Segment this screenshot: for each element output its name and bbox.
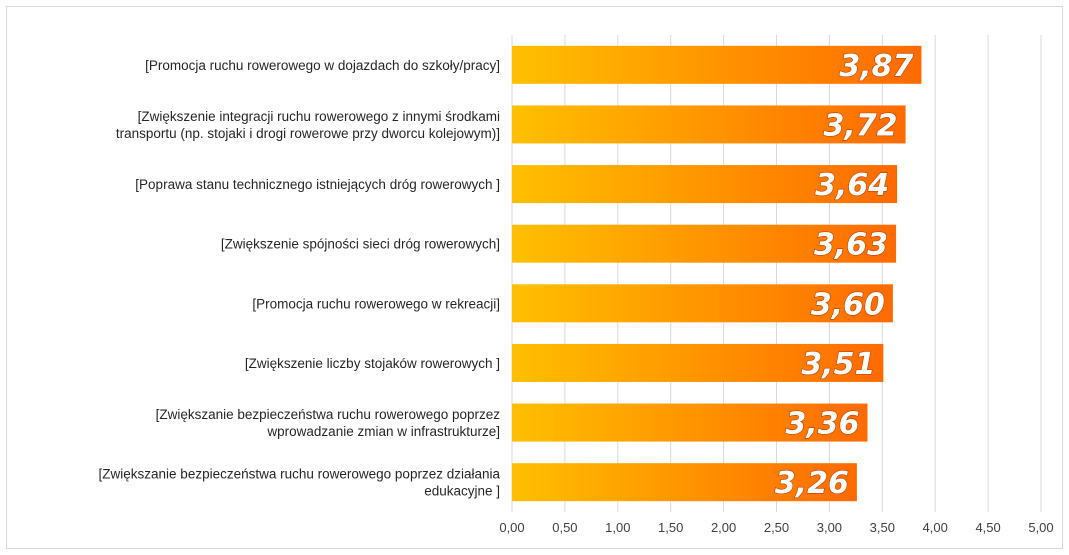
data-label: 3,36 bbox=[785, 407, 859, 442]
data-label: 3,26 bbox=[775, 466, 849, 501]
bar bbox=[512, 105, 906, 144]
category-label: [Promocja ruchu rowerowego w dojazdach d… bbox=[145, 58, 500, 73]
x-tick-label: 0,00 bbox=[499, 520, 524, 535]
x-tick-label: 5,00 bbox=[1028, 520, 1053, 535]
data-label: 3,64 bbox=[815, 168, 889, 203]
x-tick-label: 1,50 bbox=[658, 520, 683, 535]
x-tick-label: 2,50 bbox=[764, 520, 789, 535]
chart-frame bbox=[6, 6, 1063, 549]
bar bbox=[512, 165, 898, 204]
category-label: [Zwiększenie liczby stojaków rowerowych … bbox=[245, 356, 500, 371]
x-tick-label: 1,00 bbox=[605, 520, 630, 535]
x-tick-label: 0,50 bbox=[552, 520, 577, 535]
data-label: 3,63 bbox=[814, 228, 888, 263]
category-label: [Zwiększanie bezpieczeństwa ruchu rowero… bbox=[99, 467, 501, 499]
data-label: 3,51 bbox=[801, 347, 875, 382]
bar bbox=[512, 284, 893, 323]
bars bbox=[512, 45, 922, 502]
x-tick-label: 4,00 bbox=[923, 520, 948, 535]
x-tick-label: 2,00 bbox=[711, 520, 736, 535]
x-tick-label: 4,50 bbox=[975, 520, 1000, 535]
bar bbox=[512, 403, 868, 442]
data-label: 3,72 bbox=[824, 108, 898, 143]
bar bbox=[512, 45, 922, 84]
bar bbox=[512, 463, 857, 502]
category-label: [Poprawa stanu technicznego istniejących… bbox=[135, 177, 500, 192]
bar bbox=[512, 343, 884, 382]
category-label: [Promocja ruchu rowerowego w rekreacji] bbox=[252, 296, 500, 311]
category-label: [Zwiększanie bezpieczeństwa ruchu rowero… bbox=[156, 407, 501, 439]
category-label: [Zwiększenie spójności sieci dróg rowero… bbox=[221, 237, 500, 252]
category-label: [Zwiększenie integracji ruchu rowerowego… bbox=[116, 109, 500, 141]
data-label: 3,60 bbox=[811, 287, 885, 322]
x-tick-label: 3,00 bbox=[817, 520, 842, 535]
category-labels: [Promocja ruchu rowerowego w dojazdach d… bbox=[99, 58, 501, 499]
data-label: 3,87 bbox=[839, 49, 913, 84]
x-tick-label: 3,50 bbox=[870, 520, 895, 535]
x-axis-tick-labels: 0,00 0,50 1,00 1,50 2,00 2,50 3,00 3,50 4,00 4,50… bbox=[499, 520, 1053, 535]
data-labels: 3,87 3,72 3,64 3,63 3,60 3,51 3,36 3,26 bbox=[774, 48, 914, 502]
bar bbox=[512, 224, 897, 263]
